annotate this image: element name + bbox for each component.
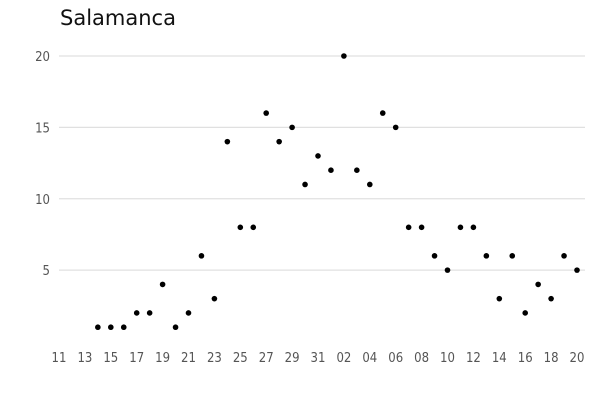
- data-point: [548, 295, 554, 302]
- data-point: [405, 224, 412, 231]
- x-tick-label: 31: [311, 351, 326, 366]
- data-point: [341, 53, 347, 59]
- x-tick-label: 14: [492, 351, 507, 366]
- data-point: [379, 110, 386, 116]
- x-tick-label: 20: [570, 351, 585, 366]
- x-tick-label: 16: [518, 351, 533, 366]
- grid-layer: [59, 55, 585, 271]
- x-tick-label: 19: [155, 351, 170, 366]
- x-tick-label: 18: [544, 351, 559, 366]
- x-tick-label: 13: [77, 351, 92, 366]
- data-point: [263, 110, 270, 116]
- x-tick-label: 11: [52, 351, 67, 366]
- x-tick-label: 29: [285, 351, 300, 366]
- data-point: [457, 224, 464, 231]
- data-point: [418, 224, 425, 231]
- data-points: [95, 53, 580, 331]
- data-point: [483, 253, 490, 259]
- data-point: [198, 253, 205, 259]
- x-tick-label: 02: [336, 351, 351, 366]
- data-point: [120, 324, 127, 331]
- data-point: [146, 310, 153, 316]
- data-point: [159, 281, 166, 288]
- data-point: [392, 124, 399, 131]
- data-point: [509, 253, 516, 259]
- data-point: [354, 167, 360, 173]
- data-point: [237, 224, 244, 231]
- data-point: [276, 138, 282, 145]
- y-tick-label: 5: [43, 264, 50, 279]
- x-tick-label: 08: [414, 351, 429, 366]
- data-point: [315, 153, 321, 159]
- data-point: [431, 253, 438, 259]
- data-point: [496, 295, 503, 302]
- data-point: [172, 324, 179, 331]
- x-tick-label: 15: [103, 351, 118, 366]
- x-tick-label: 27: [259, 351, 274, 366]
- chart-title: Salamanca: [60, 6, 176, 30]
- data-point: [574, 267, 580, 273]
- x-tick-label: 17: [129, 351, 144, 366]
- x-tick-label: 25: [233, 351, 248, 366]
- data-point: [108, 324, 114, 331]
- y-tick-label: 20: [35, 50, 50, 65]
- x-tick-label: 12: [466, 351, 481, 366]
- y-tick-label: 15: [35, 121, 50, 136]
- data-point: [211, 295, 218, 302]
- data-point: [95, 324, 101, 331]
- y-axis-ticks: 5 10 15 20: [35, 50, 50, 279]
- data-point: [302, 181, 308, 188]
- data-point: [535, 281, 541, 288]
- x-tick-label: 23: [207, 351, 222, 366]
- data-point: [185, 310, 192, 316]
- data-point: [289, 124, 295, 131]
- x-tick-label: 10: [440, 351, 455, 366]
- data-point: [444, 267, 451, 273]
- x-tick-label: 04: [362, 351, 377, 366]
- data-point: [224, 138, 231, 145]
- data-point: [470, 224, 477, 231]
- x-tick-label: 06: [388, 351, 403, 366]
- x-tick-label: 21: [181, 351, 196, 366]
- data-point: [561, 253, 567, 259]
- data-point: [250, 224, 257, 231]
- y-tick-label: 10: [35, 193, 50, 208]
- data-point: [133, 310, 140, 316]
- x-axis-ticks: 11 13 15 17 19 21 23 25 27 29 31 02 04 06 08 10 12 14 16 18…: [52, 351, 585, 366]
- data-point: [522, 310, 528, 316]
- data-point: [367, 181, 373, 188]
- data-point: [328, 167, 334, 173]
